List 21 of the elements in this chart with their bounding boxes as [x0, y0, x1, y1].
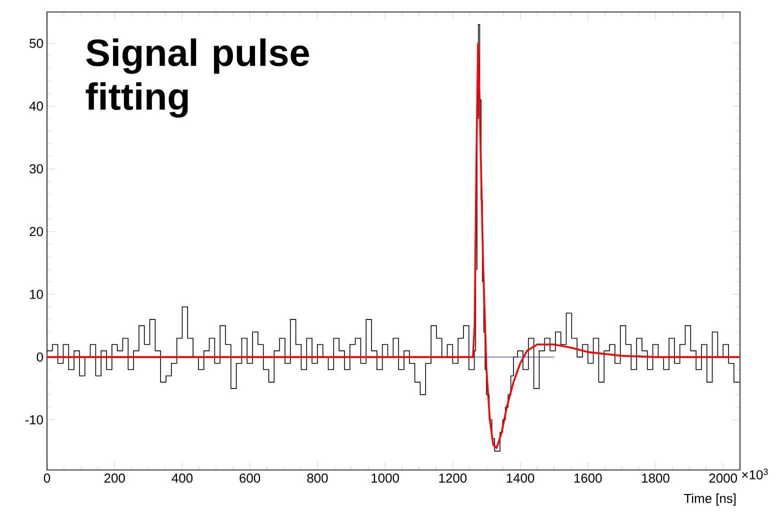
x-tick-label: 1800 [642, 474, 670, 483]
y-tick-label: 50 [30, 38, 43, 48]
x-tick-label: 1400 [506, 474, 534, 483]
x-tick-label: 1200 [439, 474, 467, 483]
x-tick-label: 400 [172, 474, 193, 483]
x-axis-title: Time [ns] [684, 494, 736, 506]
y-tick-label: 30 [30, 164, 43, 174]
x-tick-label: 800 [307, 474, 328, 483]
y-tick-label: 0 [36, 352, 43, 362]
x-tick-label: 600 [240, 474, 260, 483]
y-tick-label: 40 [29, 102, 43, 111]
text: ×10$^{3}$ [742, 468, 768, 480]
x-tick-label: 1600 [574, 474, 602, 483]
y-tick-label: 10 [30, 290, 43, 299]
y-tick-label: 20 [30, 227, 43, 236]
x-tick-label: 2000 [709, 474, 738, 483]
x-tick-label: 0 [44, 474, 50, 483]
text: Signal pulse fitting [86, 38, 309, 118]
x-tick-label: 200 [104, 474, 125, 483]
x-tick-label: 1000 [372, 474, 399, 483]
y-tick-label: -10 [25, 415, 43, 424]
